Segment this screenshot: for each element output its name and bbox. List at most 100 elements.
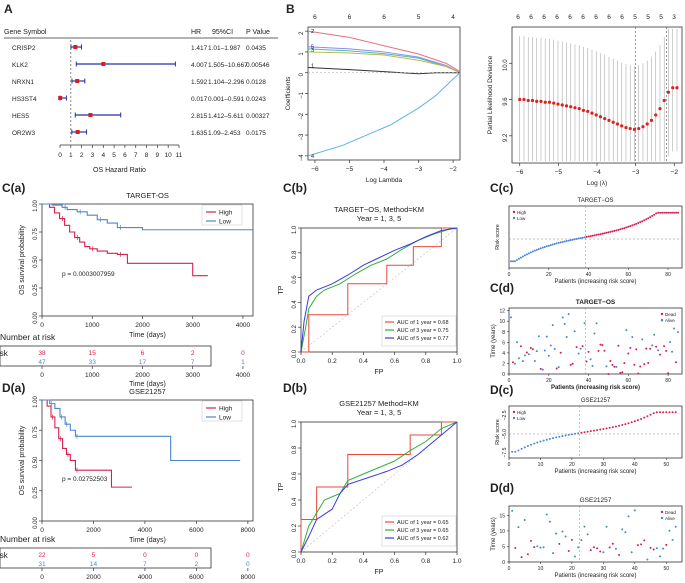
risk-row-value: 1 [241, 359, 245, 366]
riskscore-frame [508, 205, 683, 269]
survtime-x-tick-label: 0 [508, 566, 511, 572]
riskscore-point [671, 211, 674, 214]
km-panel-label: D(a) [2, 381, 25, 395]
lasso-path-label: 5 [311, 45, 314, 51]
riskscore-point [574, 432, 577, 435]
survtime-x-tick-label: 40 [632, 566, 638, 572]
cv-deviance-point [658, 107, 662, 111]
survtime-point [530, 539, 533, 542]
survtime-x-tick-label: 50 [663, 566, 669, 572]
risk-x-tick-label: 4000 [236, 372, 251, 379]
riskscore-point [567, 433, 570, 436]
riskscore-point [605, 231, 608, 234]
roc-y-axis-title: TP [278, 285, 285, 294]
riskscore-legend-swatch [512, 210, 516, 214]
km-p-value: p = 0.0003007959 [62, 271, 115, 278]
km-x-tick-label: 2000 [86, 527, 101, 534]
survtime-point [553, 347, 556, 350]
riskscore-point [515, 259, 518, 262]
riskscore-point [579, 237, 582, 240]
km-x-tick-label: 0 [40, 322, 44, 329]
survtime-point [653, 333, 656, 336]
forest-hr-point [88, 113, 93, 117]
forest-row-ci: 1.01–1.987 [208, 45, 241, 52]
cv-deviance-point [607, 118, 611, 122]
survtime-y-axis-title: Time (years) [491, 324, 497, 357]
riskscore-point [517, 449, 520, 452]
riskscore-point [651, 214, 654, 217]
risk-axis-title: Risk [0, 349, 9, 358]
riskscore-legend-label: High [517, 410, 527, 415]
forest-x-tick-label: 0 [58, 152, 62, 159]
lasso-path-label: 4 [311, 154, 314, 160]
survtime-point [569, 363, 572, 366]
survtime-y-tick-label: 10 [499, 529, 505, 535]
forest-x-tick-label: 11 [176, 152, 183, 159]
riskscore-point [637, 221, 640, 224]
survtime-point [636, 544, 639, 547]
survtime-point [539, 367, 542, 370]
riskscore-point [539, 440, 542, 443]
cv-deviance-point [637, 126, 641, 131]
lasso-coefficient-path [307, 51, 461, 74]
lasso-x-axis-title: Log Lambda [366, 177, 403, 184]
roc-legend-label: AUC of 1 year = 0.65 [397, 520, 449, 526]
km-y-tick-label: 0.00 [33, 312, 39, 324]
riskscore-point [521, 255, 524, 258]
riskscore-point [629, 225, 632, 228]
roc-curve [300, 227, 458, 353]
cv-deviance-point [649, 118, 654, 122]
riskscore-point [601, 232, 604, 235]
survtime-point [567, 550, 570, 553]
survtime-point [536, 545, 539, 548]
roc-y-tick-label: 0.8 [292, 445, 298, 454]
risk-row-value: 7 [191, 359, 195, 366]
survtime-point [667, 372, 670, 375]
cv-plot-frame [511, 26, 683, 164]
riskscore-point [557, 241, 560, 244]
riskscore-x-axis-title: Patients (increasing risk score) [554, 469, 636, 475]
survtime-legend-label: Dead [665, 312, 676, 317]
risk-table-title: Number at risk [0, 332, 56, 342]
survtime-point [561, 530, 564, 533]
riskscore-point [655, 212, 658, 215]
roc-plot-frame [300, 421, 458, 553]
lasso-y-tick-label: 1 [299, 52, 305, 56]
survtime-point [602, 551, 605, 554]
cv-deviance-point [632, 127, 637, 132]
survtime-point [649, 546, 652, 549]
lasso-path-label: 1 [311, 63, 314, 69]
survtime-point [619, 371, 622, 374]
lasso-coefficient-path [307, 72, 461, 157]
roc-y-tick-label: 0.2 [292, 324, 298, 333]
forest-row-ci: 0.001–0.591 [208, 96, 245, 103]
cv-deviance-point [671, 86, 675, 90]
risk-x-axis-title: Time (days) [129, 381, 166, 388]
lasso-top-tick-label: 6 [313, 14, 317, 21]
forest-row-hr: 0.017 [191, 96, 208, 103]
riskscore-y-axis-title: Risk score [495, 224, 501, 250]
survtime-y-tick-label: 5 [502, 544, 505, 550]
roc-title: TARGET−OS, Method=KM [334, 205, 424, 214]
survtime-point [558, 542, 561, 545]
survtime-point [671, 350, 674, 353]
km-legend-box [201, 400, 243, 422]
cv-deviance-point [624, 126, 628, 130]
survtime-x-tick-label: 30 [601, 566, 607, 572]
forest-x-tick-label: 5 [112, 152, 116, 159]
km-x-tick-label: 6000 [189, 527, 204, 534]
riskscore-point [665, 211, 668, 214]
riskscore-point [673, 211, 676, 214]
riskscore-x-tick-label: 20 [569, 462, 575, 468]
survtime-point [587, 350, 590, 353]
survtime-point [597, 349, 600, 352]
survtime-point [633, 509, 636, 512]
risk-row-value: 2 [195, 561, 199, 568]
survtime-point [658, 555, 661, 558]
riskscore-point [514, 450, 517, 453]
lasso-path-label: 2 [311, 29, 314, 35]
riskscore-x-tick-label: 40 [632, 462, 638, 468]
roc-x-tick-label: 0.4 [359, 558, 368, 565]
risk-x-tick-label: 0 [40, 372, 44, 379]
forest-header-hr: HR [191, 29, 201, 36]
